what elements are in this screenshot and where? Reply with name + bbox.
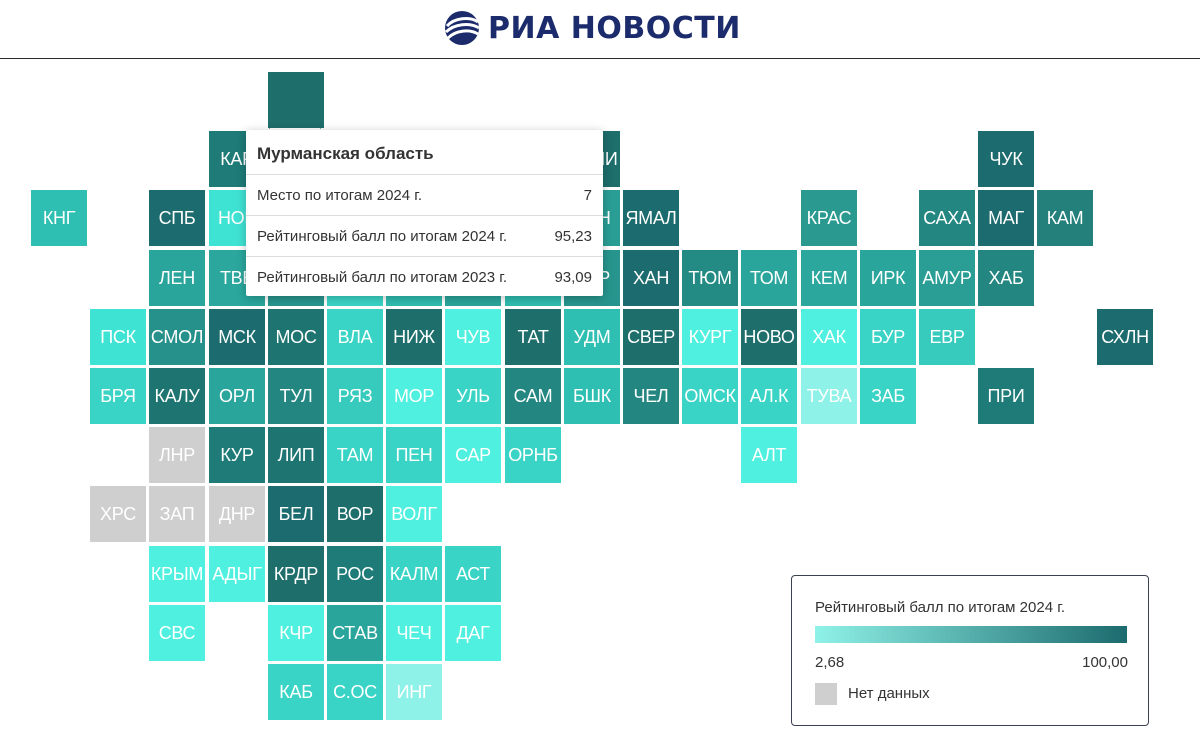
region-tile[interactable]: МАГ	[978, 190, 1034, 246]
region-tile[interactable]: ХАН	[623, 250, 679, 306]
region-tile[interactable]: БУР	[860, 309, 916, 365]
tooltip-title: Мурманская область	[257, 144, 434, 163]
region-tile[interactable]: МОР	[386, 368, 442, 424]
region-tile[interactable]: СПБ	[149, 190, 205, 246]
region-tile[interactable]: ПРИ	[978, 368, 1034, 424]
tooltip-row-value: 95,23	[554, 228, 592, 245]
region-tile[interactable]: РЯЗ	[327, 368, 383, 424]
region-tile[interactable]: ТАМ	[327, 427, 383, 483]
region-tile[interactable]: КАЛМ	[386, 546, 442, 602]
region-tile[interactable]: БРЯ	[90, 368, 146, 424]
region-tile[interactable]: ХАК	[801, 309, 857, 365]
tooltip-row-value: 7	[583, 187, 592, 204]
region-tile[interactable]: ЕВР	[919, 309, 975, 365]
region-tile[interactable]: СМОЛ	[149, 309, 205, 365]
region-tile[interactable]: ЗАБ	[860, 368, 916, 424]
region-tile[interactable]: ЗАП	[149, 486, 205, 542]
region-tile[interactable]: ВЛА	[327, 309, 383, 365]
region-tile[interactable]: АЛ.К	[741, 368, 797, 424]
region-tile[interactable]: КАМ	[1037, 190, 1093, 246]
region-tile[interactable]: БШК	[564, 368, 620, 424]
region-tile[interactable]: ТОМ	[741, 250, 797, 306]
legend-gradient-bar	[815, 626, 1127, 643]
region-tile[interactable]: ЧЕЧ	[386, 605, 442, 661]
region-tile[interactable]: АДЫГ	[209, 546, 265, 602]
legend-title: Рейтинговый балл по итогам 2024 г.	[815, 599, 1066, 616]
legend-nodata-swatch	[815, 683, 837, 705]
brand-name: РИА НОВОСТИ	[488, 10, 741, 46]
region-tile[interactable]: КРДР	[268, 546, 324, 602]
region-tile[interactable]: ЛЕН	[149, 250, 205, 306]
region-tile[interactable]: КРАС	[801, 190, 857, 246]
tooltip-row-place: Место по итогам 2024 г. 7	[246, 174, 603, 216]
region-tile[interactable]: СВС	[149, 605, 205, 661]
region-tile[interactable]: ТУВА	[801, 368, 857, 424]
region-tile[interactable]: САМ	[505, 368, 561, 424]
region-tile[interactable]: МСК	[209, 309, 265, 365]
region-tile[interactable]: КРЫМ	[149, 546, 205, 602]
region-tile[interactable]: ОРНБ	[505, 427, 561, 483]
region-tooltip: Мурманская область Место по итогам 2024 …	[246, 130, 603, 296]
tooltip-row-label: Рейтинговый балл по итогам 2024 г.	[257, 228, 508, 245]
region-tile[interactable]: ОМСК	[682, 368, 738, 424]
region-tile[interactable]: АСТ	[445, 546, 501, 602]
region-tile[interactable]: СТАВ	[327, 605, 383, 661]
region-tile[interactable]: ПСК	[90, 309, 146, 365]
region-tile[interactable]: ХАБ	[978, 250, 1034, 306]
region-tile[interactable]: КАЛУ	[149, 368, 205, 424]
region-tile[interactable]: НИЖ	[386, 309, 442, 365]
region-tile[interactable]: ТЮМ	[682, 250, 738, 306]
region-tile[interactable]: МОС	[268, 309, 324, 365]
region-tile[interactable]: КЧР	[268, 605, 324, 661]
region-tile[interactable]: ТАТ	[505, 309, 561, 365]
legend-nodata-label: Нет данных	[848, 685, 930, 702]
region-tile[interactable]: ЛИП	[268, 427, 324, 483]
region-tile[interactable]: НОВО	[741, 309, 797, 365]
region-tile[interactable]: КНГ	[31, 190, 87, 246]
tooltip-row-value: 93,09	[554, 269, 592, 286]
region-tile[interactable]: БЕЛ	[268, 486, 324, 542]
region-tile[interactable]: ЧУК	[978, 131, 1034, 187]
region-tile[interactable]: ЛНР	[149, 427, 205, 483]
region-tile[interactable]: АМУР	[919, 250, 975, 306]
legend-min-value: 2,68	[815, 654, 845, 671]
region-tile[interactable]: УЛЬ	[445, 368, 501, 424]
region-tile[interactable]: САХА	[919, 190, 975, 246]
region-tile[interactable]: ТУЛ	[268, 368, 324, 424]
region-tile[interactable]: ХРС	[90, 486, 146, 542]
legend-max-value: 100,00	[1082, 654, 1128, 671]
region-tile[interactable]: ИРК	[860, 250, 916, 306]
region-tile[interactable]: ЧЕЛ	[623, 368, 679, 424]
region-tile[interactable]: ВОЛГ	[386, 486, 442, 542]
region-tile[interactable]: КУР	[209, 427, 265, 483]
tooltip-pointer	[269, 73, 321, 129]
region-tile[interactable]: ЯМАЛ	[623, 190, 679, 246]
site-header: РИА НОВОСТИ	[0, 0, 1200, 59]
region-tile[interactable]: СХЛН	[1097, 309, 1153, 365]
region-tile[interactable]: С.ОС	[327, 664, 383, 720]
region-tile[interactable]: ДНР	[209, 486, 265, 542]
tooltip-row-label: Рейтинговый балл по итогам 2023 г.	[257, 269, 508, 286]
region-tile[interactable]: ИНГ	[386, 664, 442, 720]
tooltip-row-label: Место по итогам 2024 г.	[257, 187, 423, 204]
tooltip-row-score-2024: Рейтинговый балл по итогам 2024 г. 95,23	[246, 215, 603, 257]
region-tile[interactable]: УДМ	[564, 309, 620, 365]
tooltip-row-score-2023: Рейтинговый балл по итогам 2023 г. 93,09	[246, 256, 603, 298]
region-tile[interactable]: КАБ	[268, 664, 324, 720]
region-tile[interactable]: ДАГ	[445, 605, 501, 661]
region-tile[interactable]: ВОР	[327, 486, 383, 542]
region-tile[interactable]: РОС	[327, 546, 383, 602]
region-tile[interactable]: ЧУВ	[445, 309, 501, 365]
color-legend: Рейтинговый балл по итогам 2024 г. 2,68 …	[791, 575, 1149, 726]
region-tile[interactable]: КУРГ	[682, 309, 738, 365]
ria-globe-icon	[444, 10, 480, 46]
region-tile[interactable]: САР	[445, 427, 501, 483]
region-tile[interactable]: ОРЛ	[209, 368, 265, 424]
region-tile[interactable]: ПЕН	[386, 427, 442, 483]
region-tile[interactable]: КЕМ	[801, 250, 857, 306]
ria-logo[interactable]: РИА НОВОСТИ	[444, 9, 741, 47]
region-tile[interactable]: СВЕР	[623, 309, 679, 365]
region-tile[interactable]: АЛТ	[741, 427, 797, 483]
